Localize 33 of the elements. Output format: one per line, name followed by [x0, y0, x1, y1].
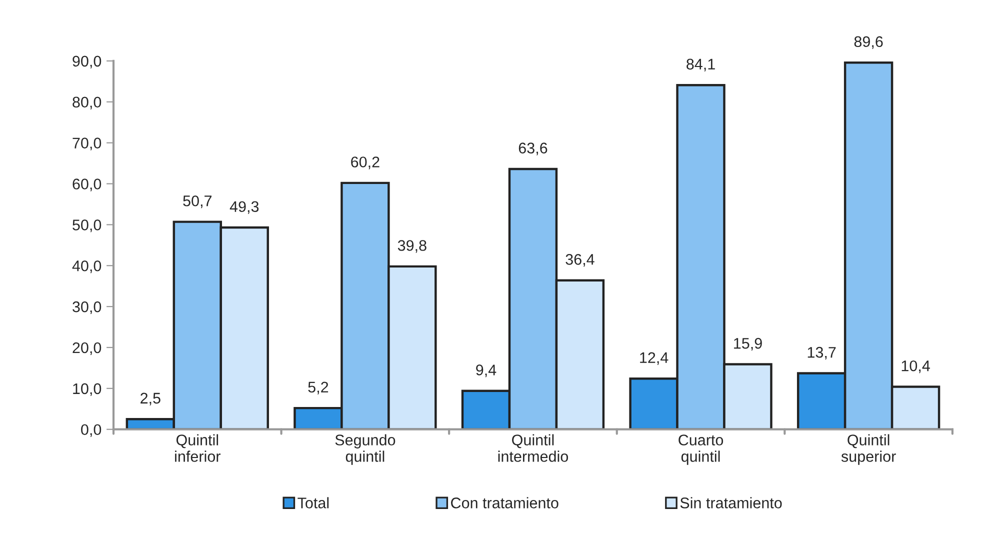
data-label: 63,6	[518, 142, 548, 156]
data-label: 60,2	[351, 156, 380, 170]
y-tick-label: 30,0	[72, 301, 102, 314]
x-tick-label: Quintil superior	[841, 434, 896, 465]
data-label: 12,4	[640, 352, 668, 365]
data-label: 36,4	[566, 254, 594, 267]
x-tick-label: Quintil intermedio	[498, 434, 568, 462]
legend-label: Con tratamiento	[451, 497, 558, 508]
data-label: 89,6	[854, 36, 883, 49]
y-tick-label: 20,0	[72, 342, 102, 355]
legend-label: Sin tratamiento	[680, 497, 782, 508]
data-label: 13,7	[808, 346, 836, 360]
data-label: 5,2	[308, 382, 328, 394]
x-tick-label: Quintil inferior	[175, 434, 220, 462]
data-label: 2,5	[140, 392, 160, 406]
y-tick-label: 50,0	[72, 220, 102, 232]
x-tick-label: Segundo quintil	[335, 434, 396, 465]
data-label: 15,9	[734, 338, 762, 351]
data-label: 9,4	[476, 364, 496, 378]
y-tick-label: 0,0	[81, 424, 102, 437]
y-tick-label: 10,0	[73, 383, 102, 396]
y-tick-label: 60,0	[72, 178, 102, 192]
legend-label: Total	[298, 497, 329, 508]
y-tick-label: 90,0	[72, 56, 102, 68]
data-label: 50,7	[183, 195, 212, 208]
data-label: 84,1	[686, 58, 715, 72]
data-label: 10,4	[902, 360, 930, 374]
data-label: 49,3	[230, 201, 259, 214]
y-tick-label: 40,0	[72, 260, 102, 274]
x-tick-label: Cuarto quintil	[678, 434, 724, 465]
y-tick-label: 70,0	[72, 138, 102, 150]
data-label: 39,8	[398, 240, 426, 253]
y-tick-label: 80,0	[72, 96, 102, 110]
